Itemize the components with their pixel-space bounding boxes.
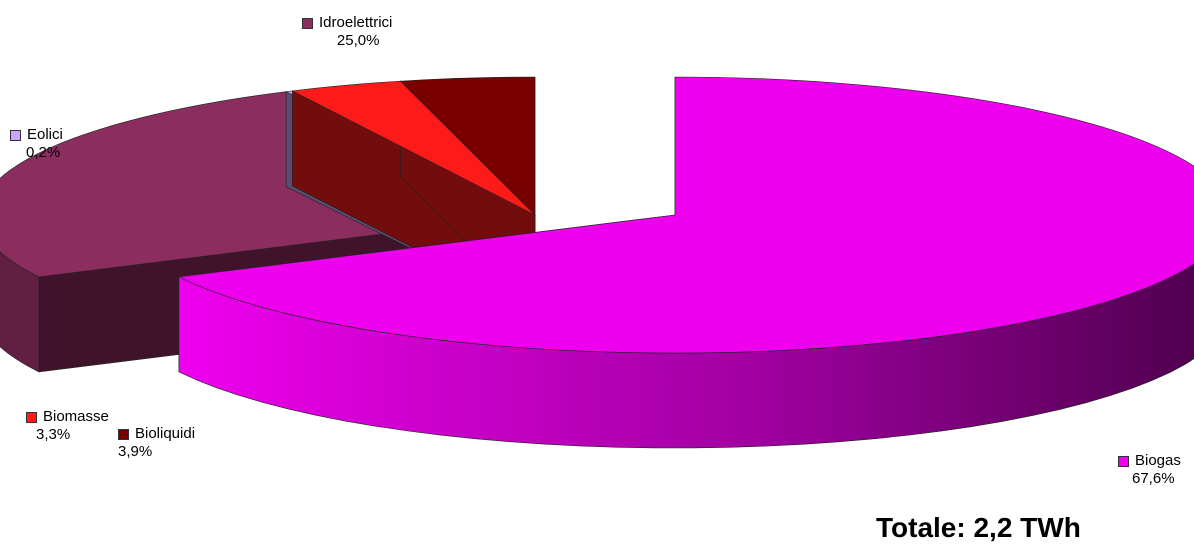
slice-name: Biomasse (43, 408, 109, 425)
legend-swatch-icon (26, 411, 37, 423)
legend-swatch-icon (302, 17, 313, 29)
legend-swatch-icon (118, 428, 129, 440)
slice-name: Bioliquidi (135, 425, 196, 442)
label-eolici: Eolici 0,2% (10, 126, 63, 162)
label-biomasse: Biomasse 3,3% (26, 408, 109, 444)
slice-value: 0,2% (26, 144, 61, 161)
slice-value: 3,3% (36, 426, 71, 443)
slice-biomasse (291, 80, 536, 216)
slice-name: Biogas (1135, 452, 1181, 469)
legend-swatch-icon (10, 129, 21, 141)
label-biogas: Biogas 67,6% (1118, 452, 1181, 488)
legend-swatch-icon (1118, 455, 1129, 467)
slice-name: Idroelettrici (319, 14, 393, 31)
total-label: Totale: 2,2 TWh (876, 512, 1081, 543)
label-idroelettrici: Idroelettrici 25,0% (302, 14, 392, 50)
slice-value: 67,6% (1132, 470, 1175, 487)
slice-name: Eolici (27, 126, 63, 143)
label-bioliquidi: Bioliquidi 3,9% (118, 425, 195, 461)
slice-value: 25,0% (336, 32, 380, 49)
slice-biogas (177, 76, 1194, 354)
slice-value: 3,9% (118, 443, 153, 460)
